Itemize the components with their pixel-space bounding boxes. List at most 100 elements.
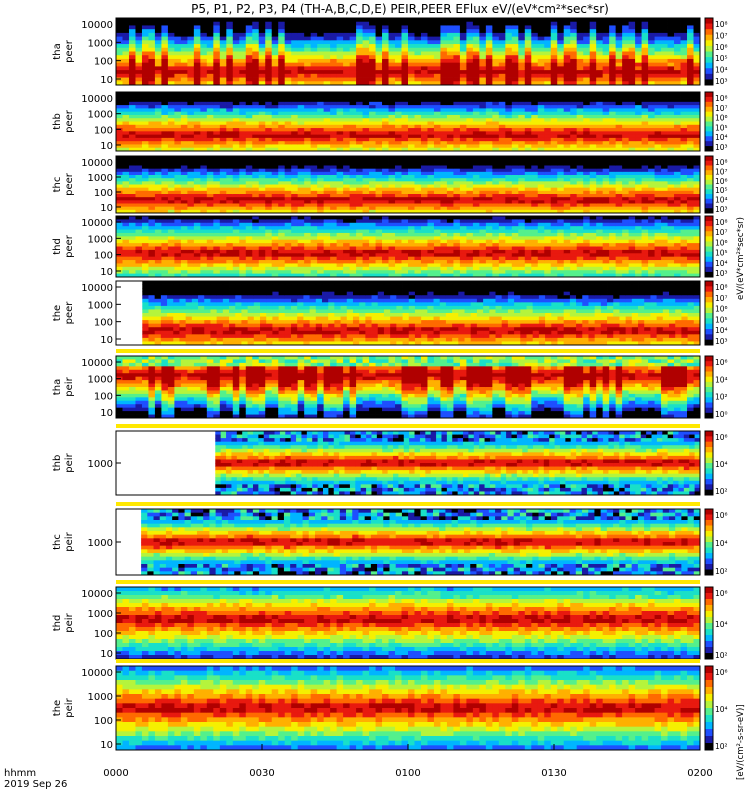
heatmap-cell bbox=[446, 203, 454, 208]
heatmap-cell bbox=[498, 62, 506, 67]
heatmap-cell bbox=[336, 36, 344, 41]
heatmap-cell bbox=[498, 36, 506, 41]
heatmap-cell bbox=[563, 168, 571, 173]
heatmap-cell bbox=[116, 200, 123, 204]
heatmap-cell bbox=[265, 62, 273, 67]
heatmap-cell bbox=[628, 168, 636, 173]
heatmap-cell bbox=[505, 95, 513, 99]
heatmap-cell bbox=[187, 194, 195, 198]
heatmap-cell bbox=[297, 162, 305, 166]
colorbar-swatch bbox=[705, 172, 713, 176]
heatmap-cell bbox=[557, 128, 565, 132]
heatmap-cell bbox=[550, 206, 558, 211]
heatmap-cell bbox=[427, 118, 435, 122]
heatmap-cell bbox=[239, 134, 247, 139]
heatmap-cell bbox=[278, 62, 286, 67]
heatmap-cell bbox=[252, 175, 260, 179]
heatmap-cell bbox=[349, 168, 357, 173]
heatmap-cell bbox=[116, 181, 123, 185]
heatmap-cell bbox=[492, 187, 500, 192]
heatmap-cell bbox=[180, 184, 188, 189]
heatmap-cell bbox=[615, 118, 623, 122]
colorbar-tick-label: 10⁶ bbox=[715, 114, 728, 123]
heatmap-cell bbox=[343, 73, 350, 78]
heatmap-cell bbox=[310, 131, 318, 136]
heatmap-cell bbox=[440, 21, 448, 26]
heatmap-cell bbox=[524, 21, 532, 26]
heatmap-cell bbox=[602, 178, 610, 182]
heatmap-cell bbox=[116, 194, 123, 198]
heatmap-cell bbox=[336, 51, 344, 56]
heatmap-cell bbox=[563, 121, 571, 126]
heatmap-cell bbox=[395, 58, 402, 64]
heatmap-cell bbox=[395, 29, 402, 34]
heatmap-cell bbox=[304, 147, 312, 152]
heatmap-cell bbox=[252, 18, 260, 23]
heatmap-cell bbox=[200, 197, 208, 201]
heatmap-cell bbox=[265, 118, 273, 122]
heatmap-cell bbox=[615, 128, 623, 132]
heatmap-cell bbox=[304, 101, 312, 106]
heatmap-cell bbox=[472, 209, 480, 214]
heatmap-cell bbox=[382, 159, 389, 163]
heatmap-cell bbox=[388, 181, 396, 185]
heatmap-cell bbox=[369, 73, 376, 78]
heatmap-cell bbox=[122, 131, 130, 136]
heatmap-cell bbox=[356, 156, 363, 160]
heatmap-cell bbox=[576, 73, 584, 78]
heatmap-cell bbox=[453, 101, 461, 106]
heatmap-cell bbox=[693, 32, 701, 38]
heatmap-cell bbox=[459, 190, 467, 195]
heatmap-cell bbox=[667, 181, 675, 185]
heatmap-cell bbox=[492, 66, 500, 71]
heatmap-cell bbox=[200, 203, 208, 208]
heatmap-cell bbox=[265, 25, 273, 30]
heatmap-cell bbox=[583, 121, 591, 126]
heatmap-cell bbox=[466, 147, 474, 152]
heatmap-cell bbox=[219, 134, 227, 139]
heatmap-cell bbox=[420, 209, 428, 214]
heatmap-cell bbox=[408, 108, 415, 113]
heatmap-cell bbox=[317, 21, 325, 26]
heatmap-cell bbox=[116, 206, 123, 211]
heatmap-cell bbox=[680, 121, 688, 126]
heatmap-cell bbox=[356, 147, 363, 152]
heatmap-cell bbox=[654, 105, 662, 109]
heatmap-cell bbox=[654, 168, 662, 173]
heatmap-cell bbox=[446, 95, 454, 99]
heatmap-cell bbox=[330, 144, 338, 149]
heatmap-cell bbox=[479, 108, 487, 113]
heatmap-cell bbox=[271, 29, 279, 34]
heatmap-cell bbox=[687, 118, 694, 122]
heatmap-cell bbox=[648, 21, 655, 26]
heatmap-cell bbox=[531, 184, 539, 189]
heatmap-cell bbox=[271, 128, 279, 132]
heatmap-cell bbox=[167, 62, 175, 67]
heatmap-cell bbox=[466, 168, 474, 173]
heatmap-cell bbox=[466, 25, 474, 30]
heatmap-cell bbox=[193, 81, 201, 86]
heatmap-cell bbox=[154, 124, 162, 129]
heatmap-cell bbox=[395, 36, 402, 41]
heatmap-cell bbox=[297, 92, 305, 96]
heatmap-cell bbox=[661, 137, 668, 142]
heatmap-cell bbox=[323, 134, 331, 139]
heatmap-cell bbox=[661, 134, 668, 139]
heatmap-cell bbox=[245, 70, 253, 75]
heatmap-cell bbox=[141, 18, 149, 23]
heatmap-cell bbox=[232, 77, 240, 82]
heatmap-cell bbox=[498, 40, 506, 45]
heatmap-cell bbox=[641, 40, 649, 45]
heatmap-cell bbox=[148, 187, 156, 192]
heatmap-cell bbox=[544, 98, 552, 103]
heatmap-cell bbox=[433, 44, 441, 49]
heatmap-cell bbox=[674, 171, 681, 176]
heatmap-cell bbox=[537, 66, 545, 71]
heatmap-cell bbox=[550, 187, 558, 192]
heatmap-cell bbox=[278, 194, 286, 198]
heatmap-cell bbox=[661, 40, 668, 45]
heatmap-cell bbox=[485, 29, 493, 34]
heatmap-cell bbox=[395, 47, 402, 52]
heatmap-cell bbox=[323, 178, 331, 182]
